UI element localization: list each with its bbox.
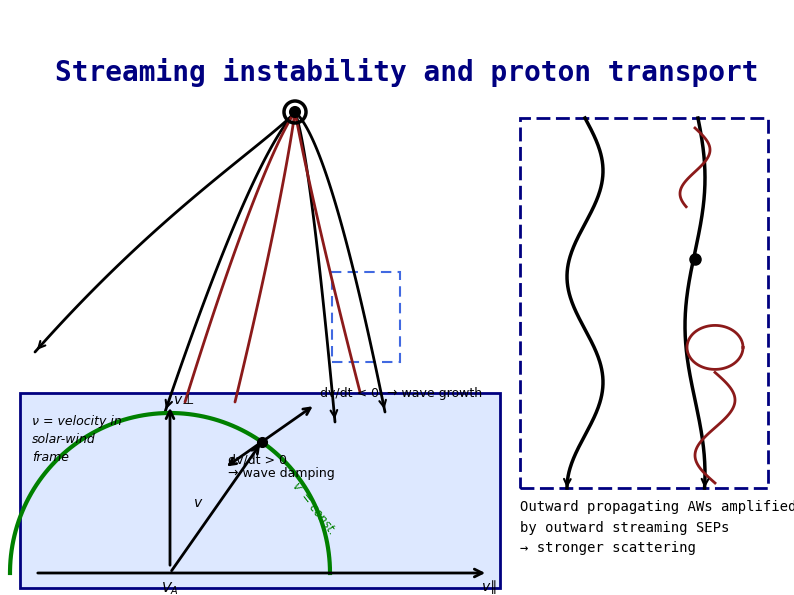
- Text: dv/dt > 0: dv/dt > 0: [228, 453, 287, 466]
- Circle shape: [290, 107, 300, 117]
- Text: ν = velocity in
solar-wind
frame: ν = velocity in solar-wind frame: [32, 415, 121, 464]
- Bar: [520, 118, 768, 488]
- Text: v: v: [194, 496, 202, 511]
- Text: Streaming instability and proton transport: Streaming instability and proton transpo…: [55, 58, 758, 87]
- Text: v∥: v∥: [483, 580, 498, 594]
- Text: dv/dt < 0  → wave growth: dv/dt < 0 → wave growth: [320, 387, 482, 400]
- Text: → wave damping: → wave damping: [228, 467, 334, 480]
- Text: Outward propagating AWs amplified
by outward streaming SEPs
→ stronger scatterin: Outward propagating AWs amplified by out…: [520, 500, 794, 555]
- Text: v′ = const.: v′ = const.: [290, 480, 339, 537]
- Text: v⊥: v⊥: [174, 393, 195, 407]
- Text: $V_A$: $V_A$: [161, 581, 179, 595]
- Bar: [332, 272, 400, 362]
- Bar: [20, 393, 500, 588]
